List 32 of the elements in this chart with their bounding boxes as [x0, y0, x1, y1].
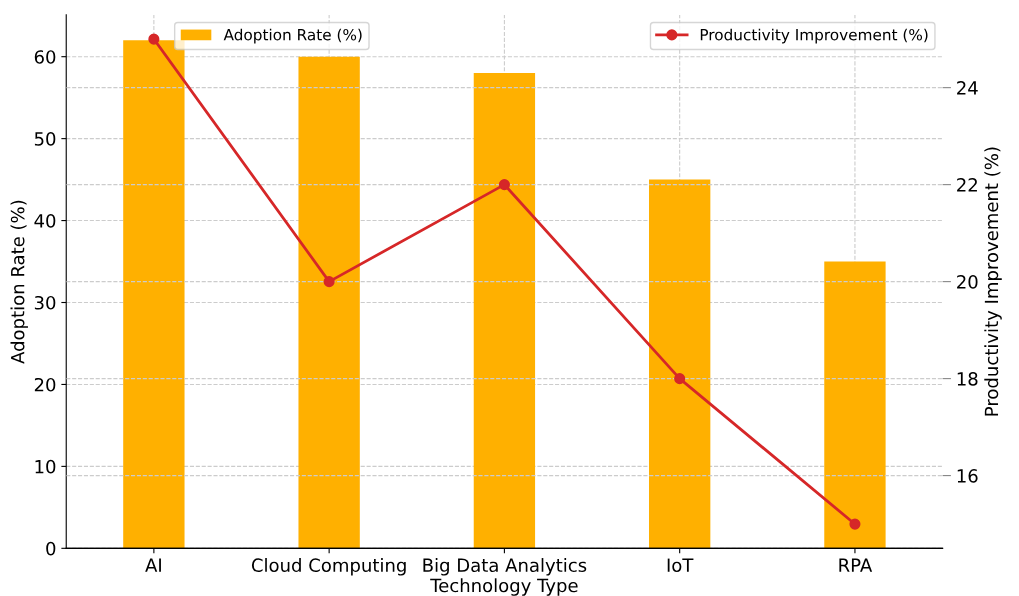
y-tick-label: 50 [34, 132, 56, 146]
point [674, 373, 686, 385]
legend-label: Productivity Improvement (%) [700, 28, 928, 44]
bar [824, 261, 886, 549]
x-tick-label: Big Data Analytics [423, 558, 587, 576]
point [323, 276, 335, 288]
point [148, 33, 160, 45]
point [849, 518, 861, 530]
x-tick-label: Cloud Computing [251, 558, 406, 576]
bar [473, 73, 536, 549]
y2-tick-label: 20 [957, 275, 978, 289]
y-tick-label: 40 [34, 214, 56, 228]
y2-tick-label: 24 [957, 81, 978, 95]
point [498, 179, 510, 191]
bar [649, 179, 711, 549]
bar [298, 56, 360, 549]
y2-tick-label: 22 [957, 178, 977, 192]
y2-tick-label: 16 [957, 469, 978, 483]
y-axis-title: Adoption Rate (%) [10, 200, 28, 364]
x-axis-title: Technology Type [430, 578, 578, 596]
y-tick-label: 10 [35, 459, 56, 474]
y2-tick-label: 18 [957, 372, 978, 386]
y2-axis-title: Productivity Improvement (%) [984, 147, 1002, 416]
y-tick-label: 30 [34, 295, 56, 310]
x-tick-label: RPA [839, 558, 873, 572]
bar [123, 40, 185, 549]
x-tick-label: IoT [667, 558, 694, 573]
x-tick-label: AI [145, 558, 161, 572]
y-tick-label: 0 [46, 541, 56, 556]
y-tick-label: 60 [34, 50, 56, 64]
y-tick-label: 20 [34, 377, 56, 392]
legend-label: Adoption Rate (%) [223, 28, 362, 44]
